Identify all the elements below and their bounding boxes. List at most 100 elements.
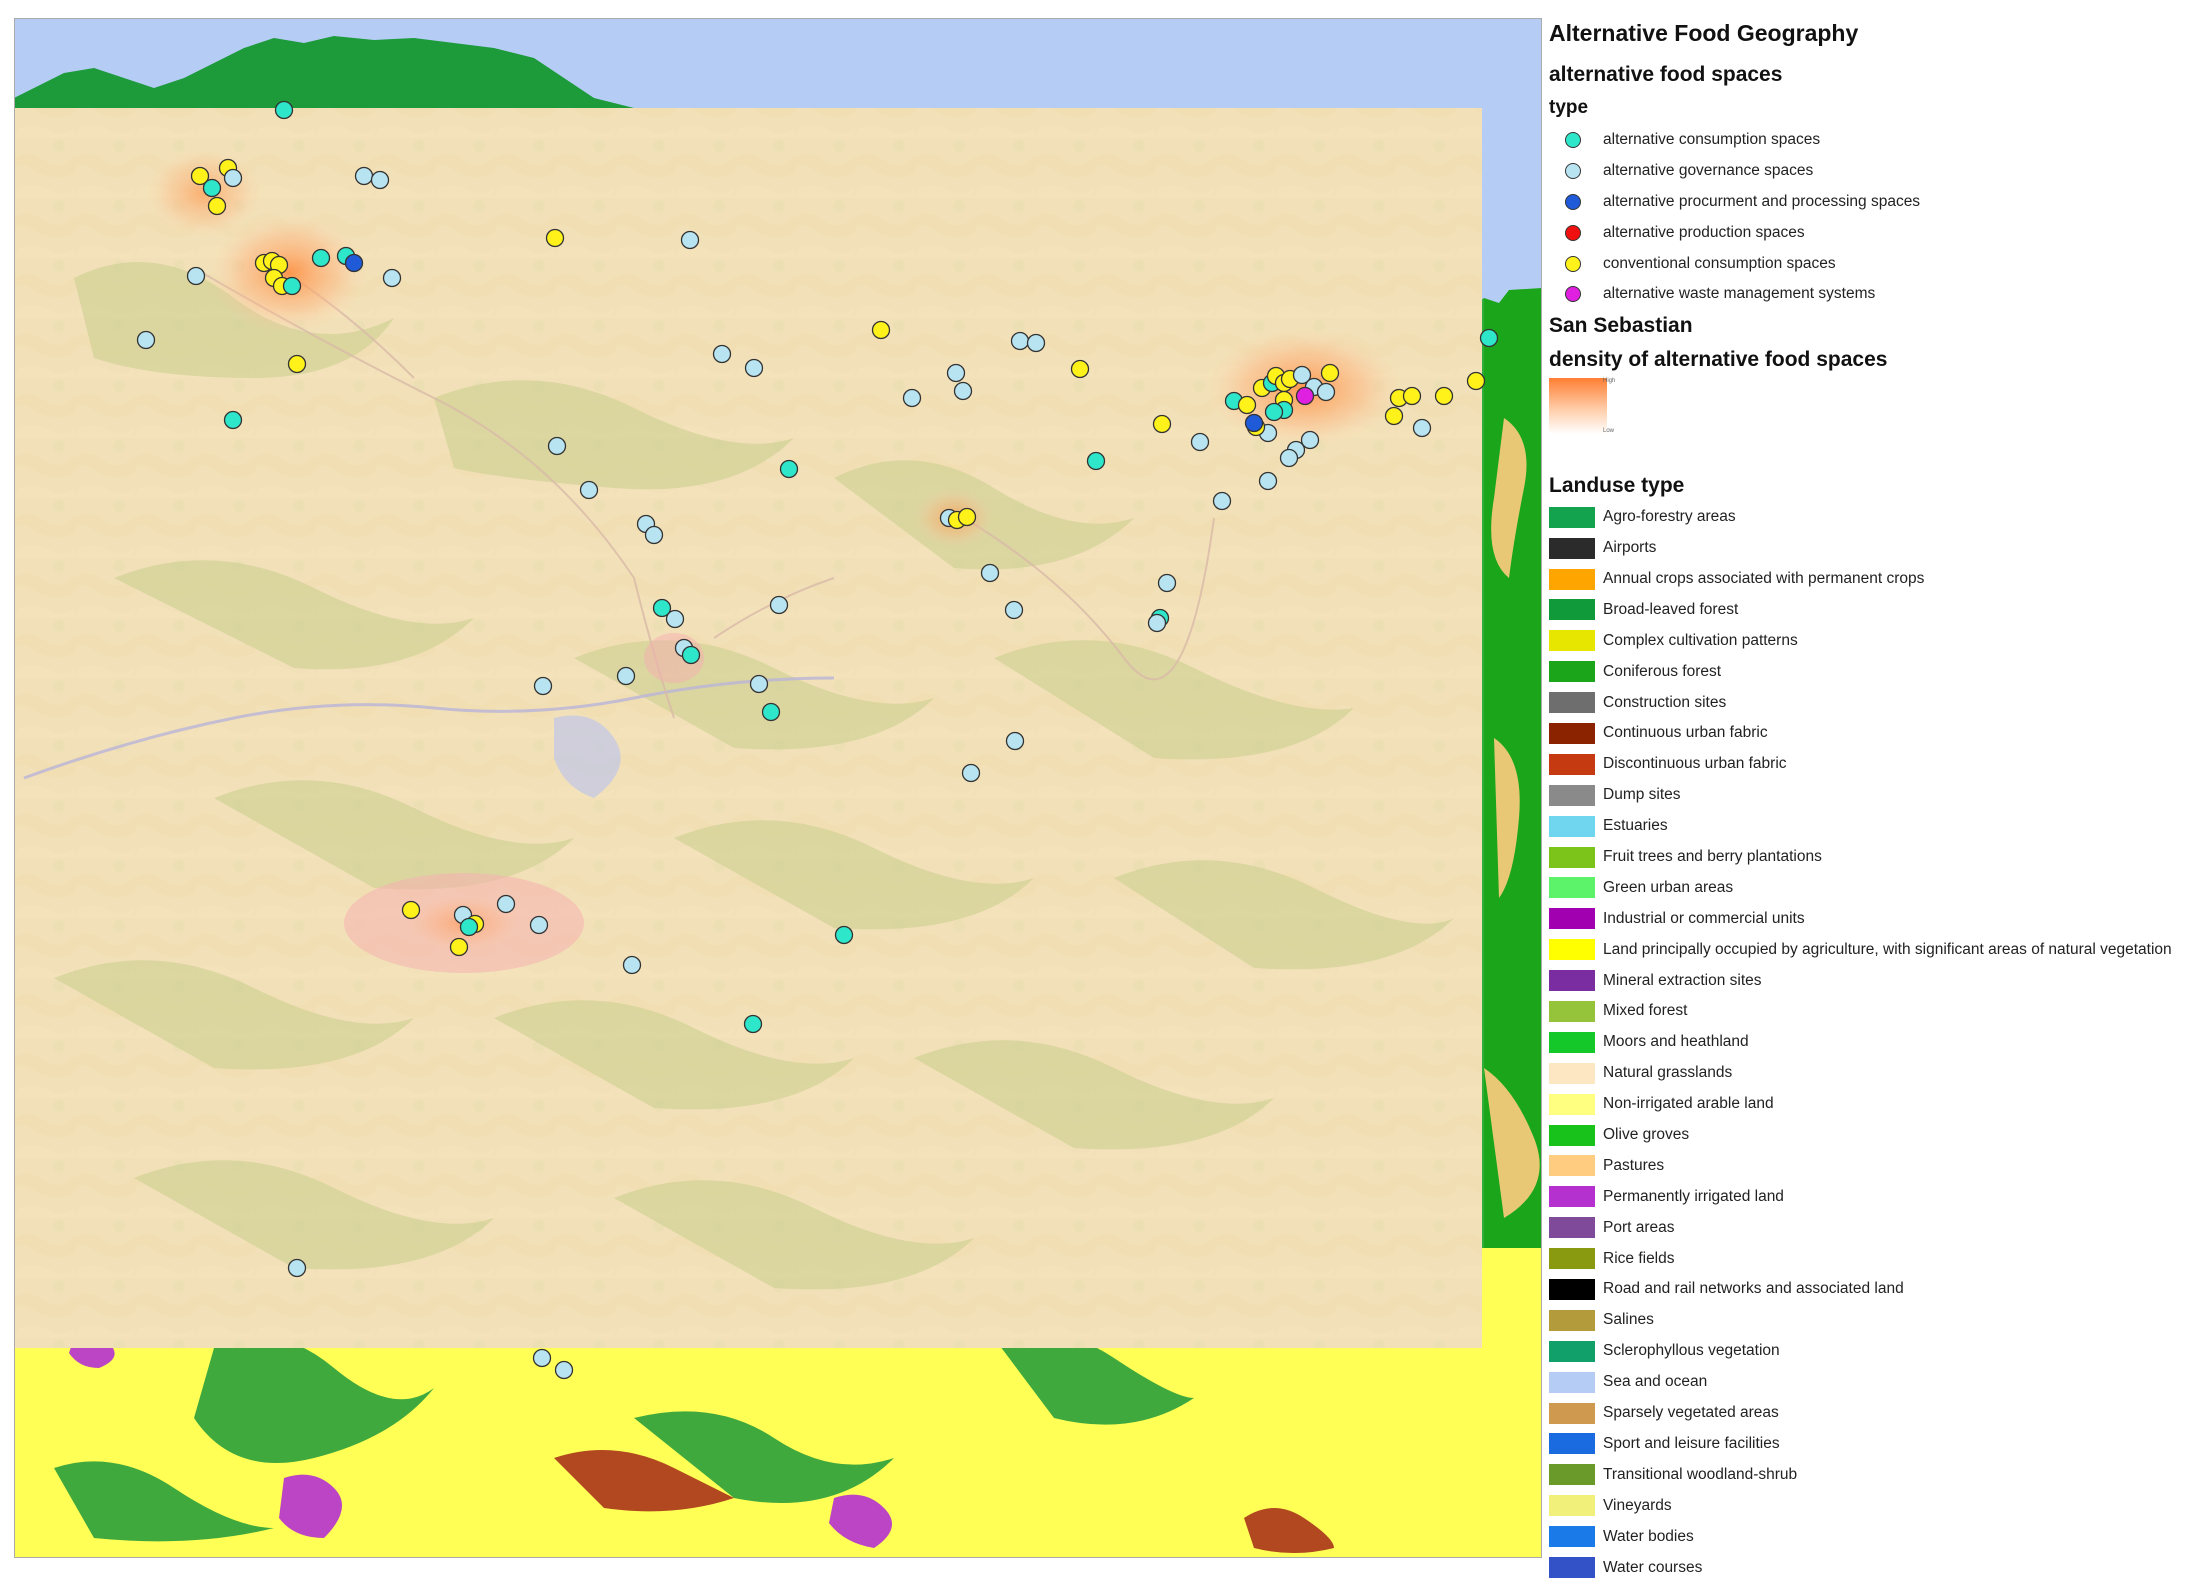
food-space-marker[interactable] xyxy=(1295,386,1315,406)
food-space-marker[interactable] xyxy=(1157,573,1177,593)
map-frame[interactable] xyxy=(14,18,1542,1558)
food-space-marker[interactable] xyxy=(1434,386,1454,406)
food-space-marker[interactable] xyxy=(370,170,390,190)
landuse-label: Natural grasslands xyxy=(1603,1064,1733,1082)
food-space-marker[interactable] xyxy=(665,609,685,629)
food-space-marker[interactable] xyxy=(1070,359,1090,379)
food-space-marker[interactable] xyxy=(953,381,973,401)
food-space-marker[interactable] xyxy=(680,230,700,250)
food-space-marker[interactable] xyxy=(547,436,567,456)
food-space-marker[interactable] xyxy=(961,763,981,783)
food-space-marker[interactable] xyxy=(644,525,664,545)
food-space-marker[interactable] xyxy=(1384,406,1404,426)
point-type-marker-icon xyxy=(1565,224,1581,241)
food-space-marker[interactable] xyxy=(136,330,156,350)
food-space-marker[interactable] xyxy=(622,955,642,975)
landuse-row: Natural grasslands xyxy=(1549,1058,2199,1089)
food-space-marker[interactable] xyxy=(1479,328,1499,348)
food-space-marker[interactable] xyxy=(779,459,799,479)
food-space-marker[interactable] xyxy=(579,480,599,500)
landuse-swatch xyxy=(1549,537,1595,559)
eastern-patches xyxy=(1484,418,1540,1218)
food-space-marker[interactable] xyxy=(1152,414,1172,434)
food-space-marker[interactable] xyxy=(1300,430,1320,450)
food-space-marker[interactable] xyxy=(529,915,549,935)
food-space-marker[interactable] xyxy=(1264,402,1284,422)
food-space-marker[interactable] xyxy=(834,925,854,945)
food-space-marker[interactable] xyxy=(449,937,469,957)
landuse-swatch xyxy=(1549,753,1595,775)
food-space-marker[interactable] xyxy=(274,100,294,120)
landuse-label: Broad-leaved forest xyxy=(1603,600,1739,618)
food-space-marker[interactable] xyxy=(652,598,672,618)
food-space-marker[interactable] xyxy=(1010,331,1030,351)
food-space-marker[interactable] xyxy=(1402,386,1422,406)
food-space-marker[interactable] xyxy=(1258,471,1278,491)
food-space-marker[interactable] xyxy=(287,1258,307,1278)
point-type-row: alternative production spaces xyxy=(1549,217,2199,248)
landuse-row: Dump sites xyxy=(1549,780,2199,811)
food-space-marker[interactable] xyxy=(616,666,636,686)
food-space-marker[interactable] xyxy=(1292,365,1312,385)
landuse-row: Estuaries xyxy=(1549,811,2199,842)
food-space-marker[interactable] xyxy=(532,1348,552,1368)
point-type-label: alternative waste management systems xyxy=(1603,285,1876,303)
food-space-marker[interactable] xyxy=(554,1360,574,1380)
food-space-marker[interactable] xyxy=(1466,371,1486,391)
food-space-marker[interactable] xyxy=(1316,382,1336,402)
food-space-marker[interactable] xyxy=(533,676,553,696)
food-space-marker[interactable] xyxy=(902,388,922,408)
food-space-marker[interactable] xyxy=(496,894,516,914)
landuse-row: Continuous urban fabric xyxy=(1549,718,2199,749)
legend: Alternative Food Geography alternative f… xyxy=(1549,20,2199,1583)
food-space-marker[interactable] xyxy=(202,178,222,198)
southern-forest-patches xyxy=(54,1331,1194,1542)
landuse-row: Broad-leaved forest xyxy=(1549,594,2199,625)
landuse-row: Port areas xyxy=(1549,1212,2199,1243)
food-space-marker[interactable] xyxy=(1244,413,1264,433)
food-space-marker[interactable] xyxy=(743,1014,763,1034)
food-space-marker[interactable] xyxy=(223,410,243,430)
food-space-marker[interactable] xyxy=(1412,418,1432,438)
landuse-label: Airports xyxy=(1603,539,1657,557)
food-space-marker[interactable] xyxy=(401,900,421,920)
food-space-marker[interactable] xyxy=(344,253,364,273)
food-space-marker[interactable] xyxy=(545,228,565,248)
food-space-marker[interactable] xyxy=(382,268,402,288)
food-space-marker[interactable] xyxy=(1086,451,1106,471)
food-space-marker[interactable] xyxy=(1320,363,1340,383)
food-space-marker[interactable] xyxy=(946,363,966,383)
food-space-marker[interactable] xyxy=(354,166,374,186)
food-space-marker[interactable] xyxy=(761,702,781,722)
food-space-marker[interactable] xyxy=(1147,613,1167,633)
food-space-marker[interactable] xyxy=(1026,333,1046,353)
food-space-marker[interactable] xyxy=(1212,491,1232,511)
food-space-marker[interactable] xyxy=(871,320,891,340)
map-canvas[interactable] xyxy=(14,18,1542,1558)
food-space-marker[interactable] xyxy=(769,595,789,615)
food-space-marker[interactable] xyxy=(1279,448,1299,468)
food-space-marker[interactable] xyxy=(186,266,206,286)
food-space-marker[interactable] xyxy=(190,166,210,186)
food-space-marker[interactable] xyxy=(957,507,977,527)
food-space-marker[interactable] xyxy=(207,196,227,216)
food-space-marker[interactable] xyxy=(1004,600,1024,620)
food-space-marker[interactable] xyxy=(287,354,307,374)
food-space-marker[interactable] xyxy=(712,344,732,364)
food-space-marker[interactable] xyxy=(223,168,243,188)
food-space-marker[interactable] xyxy=(749,674,769,694)
density-ramp: High Low xyxy=(1549,377,1615,434)
food-space-marker[interactable] xyxy=(1005,731,1025,751)
landuse-label: Agro-forestry areas xyxy=(1603,508,1736,526)
food-space-marker[interactable] xyxy=(1190,432,1210,452)
food-space-marker[interactable] xyxy=(459,917,479,937)
landuse-label: Estuaries xyxy=(1603,817,1668,835)
food-space-marker[interactable] xyxy=(1237,395,1257,415)
food-space-marker[interactable] xyxy=(980,563,1000,583)
food-space-marker[interactable] xyxy=(311,248,331,268)
landuse-label: Non-irrigated arable land xyxy=(1603,1095,1774,1113)
food-space-marker[interactable] xyxy=(681,645,701,665)
food-space-marker[interactable] xyxy=(744,358,764,378)
food-space-marker[interactable] xyxy=(282,276,302,296)
landuse-label: Construction sites xyxy=(1603,693,1727,711)
